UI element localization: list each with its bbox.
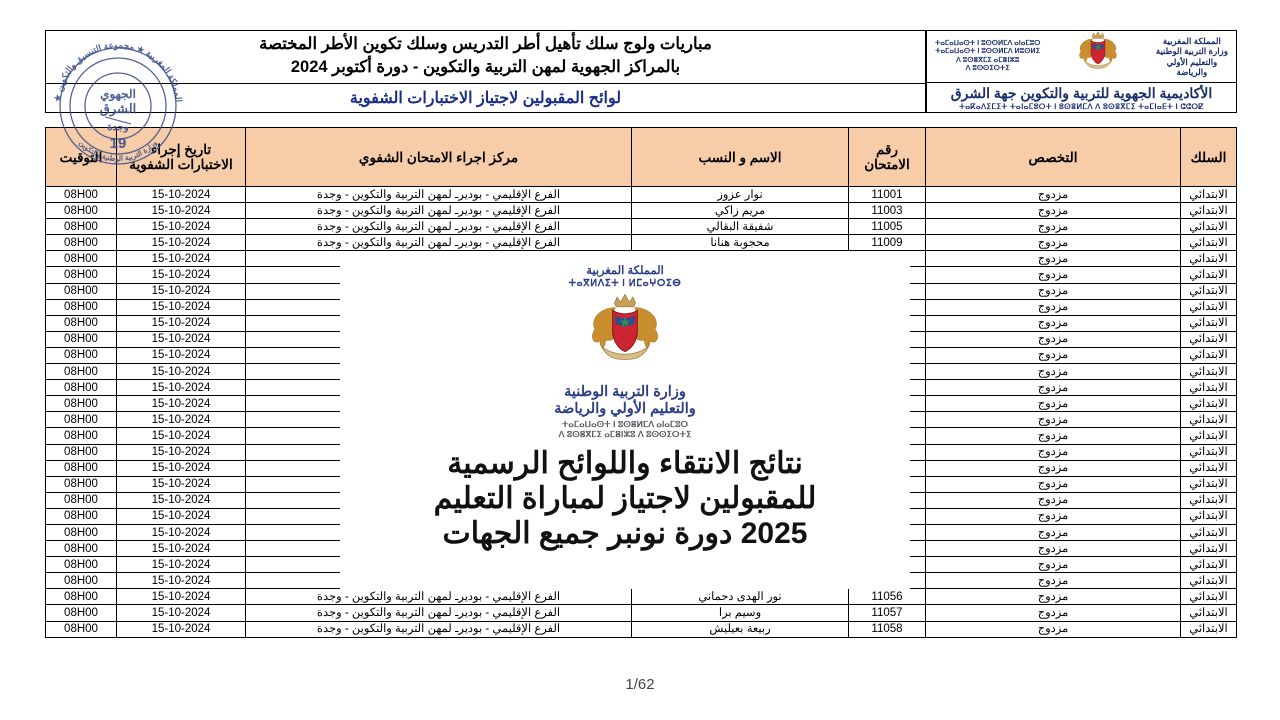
svg-text:19: 19: [110, 135, 127, 152]
svg-text:الشرق: الشرق: [100, 101, 136, 117]
svg-text:الجهوي: الجهوي: [100, 87, 136, 102]
svg-text:وجدة: وجدة: [107, 122, 129, 133]
